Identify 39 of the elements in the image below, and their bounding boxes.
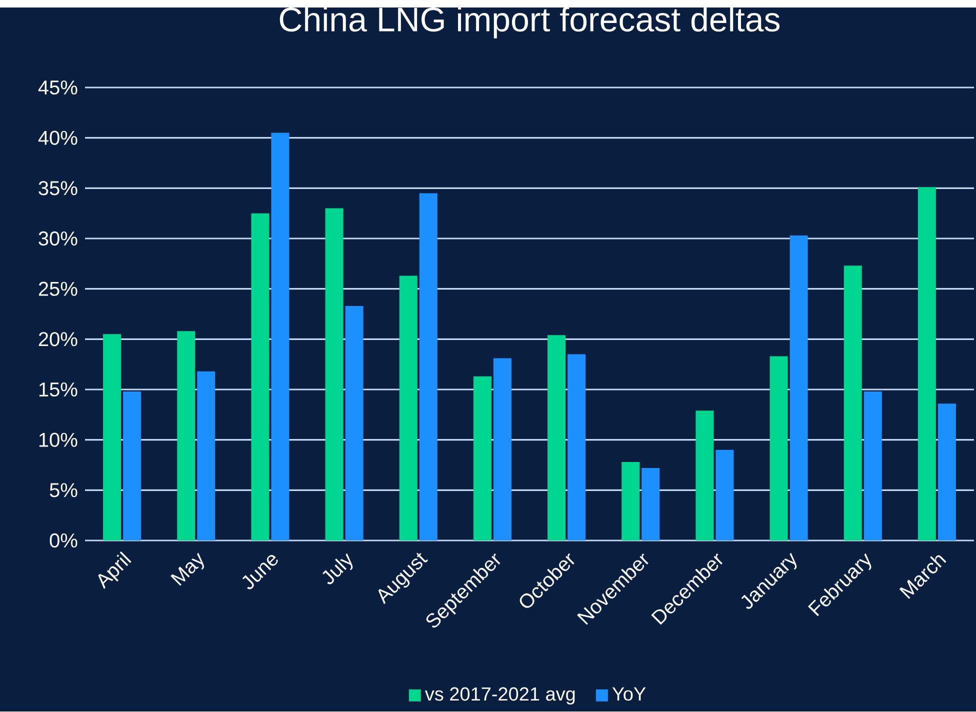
bar	[473, 376, 492, 541]
bar	[844, 266, 862, 541]
y-tick-label: 5%	[50, 483, 78, 498]
bar	[419, 193, 438, 541]
bar	[770, 356, 788, 541]
y-tick-label: 15%	[39, 382, 78, 397]
bar	[938, 404, 956, 541]
y-tick-label: 25%	[38, 282, 78, 296]
legend-label: vs 2017-2021 avg	[424, 688, 575, 705]
bar	[790, 236, 808, 541]
bar	[568, 354, 586, 541]
y-tick-label: 0%	[50, 534, 78, 548]
chart-title: China LNG import forecast deltas	[280, 6, 780, 39]
bar	[123, 392, 142, 541]
bar	[864, 392, 882, 541]
bar	[325, 208, 344, 541]
bar	[103, 334, 122, 541]
y-tick-label: 40%	[38, 130, 78, 146]
bar	[251, 214, 270, 541]
bar	[271, 133, 290, 541]
bar	[177, 331, 196, 541]
bar	[399, 276, 418, 541]
bar	[642, 468, 660, 541]
bar	[345, 306, 364, 541]
bar	[716, 450, 734, 541]
y-tick-label: 35%	[38, 181, 78, 196]
y-tick-label: 20%	[38, 332, 78, 346]
bar	[622, 462, 640, 541]
y-tick-label: 45%	[38, 80, 78, 95]
bar	[493, 358, 512, 541]
y-tick-label: 10%	[39, 432, 78, 448]
bar	[696, 410, 714, 541]
legend-label: YoY	[612, 688, 646, 701]
y-tick-label: 30%	[38, 232, 78, 246]
x-tick-label: July	[322, 554, 353, 584]
bar	[548, 335, 566, 541]
bar	[918, 187, 936, 541]
bar	[197, 372, 216, 541]
x-tick-label: May	[170, 552, 204, 586]
